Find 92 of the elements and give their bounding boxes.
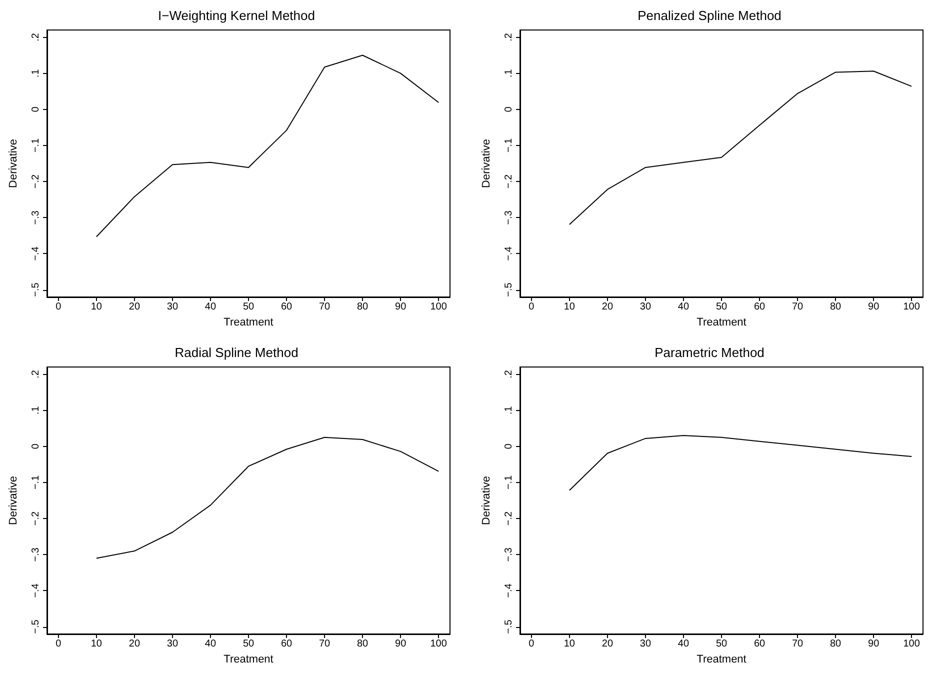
- x-tick-label: 20: [602, 302, 614, 312]
- chart-title: Penalized Spline Method: [638, 8, 782, 23]
- y-tick-label: .2: [30, 370, 42, 378]
- x-axis-title: Treatment: [696, 316, 746, 328]
- x-tick-label: 90: [395, 302, 407, 312]
- y-tick-label: −.5: [30, 619, 42, 634]
- y-tick-label: −.4: [504, 246, 514, 261]
- x-tick-label: 20: [128, 638, 140, 650]
- x-tick-label: 10: [90, 638, 102, 650]
- x-tick-label: 50: [242, 638, 254, 650]
- y-tick-label: −.4: [504, 583, 514, 598]
- y-tick-label: .1: [504, 68, 514, 78]
- y-tick-label: 0: [30, 443, 42, 450]
- x-tick-label: 90: [868, 302, 880, 312]
- x-tick-label: 0: [528, 302, 535, 312]
- y-tick-label: .2: [504, 32, 514, 42]
- y-tick-label: −.2: [504, 511, 514, 526]
- y-tick-label: .1: [30, 406, 42, 414]
- x-tick-label: 70: [792, 302, 804, 312]
- y-tick-label: .2: [504, 370, 514, 378]
- y-tick-label: −.1: [30, 474, 42, 490]
- y-tick-label: −.2: [30, 174, 42, 189]
- x-tick-label: 70: [318, 302, 331, 312]
- x-tick-label: 90: [868, 638, 880, 650]
- x-axis-title: Treatment: [224, 316, 274, 328]
- y-tick-label: −.4: [30, 246, 42, 261]
- x-tick-label: 20: [602, 638, 614, 650]
- y-tick-label: 0: [504, 106, 514, 112]
- x-tick-label: 70: [318, 638, 331, 650]
- x-tick-label: 60: [754, 638, 766, 650]
- y-axis-title: Derivative: [480, 139, 492, 188]
- y-tick-label: .1: [504, 406, 514, 414]
- x-tick-label: 60: [754, 302, 766, 312]
- y-tick-label: −.2: [504, 174, 514, 189]
- y-axis-title: Derivative: [480, 476, 492, 525]
- x-tick-label: 0: [56, 302, 62, 312]
- x-tick-label: 50: [242, 302, 254, 312]
- y-tick-label: .1: [30, 68, 42, 78]
- y-axis-title: Derivative: [8, 139, 20, 188]
- x-tick-label: 30: [166, 638, 178, 650]
- x-tick-label: 80: [356, 302, 369, 312]
- x-tick-label: 40: [204, 638, 216, 650]
- x-tick-label: 80: [830, 302, 842, 312]
- x-tick-label: 0: [56, 638, 62, 650]
- y-axis-title: Derivative: [8, 476, 20, 525]
- x-tick-label: 90: [395, 638, 407, 650]
- y-tick-label: −.1: [504, 474, 514, 490]
- y-tick-label: −.5: [504, 619, 514, 634]
- x-axis-title: Treatment: [696, 653, 746, 666]
- x-tick-label: 60: [280, 302, 293, 312]
- x-tick-label: 70: [792, 638, 804, 650]
- x-tick-label: 100: [430, 638, 448, 650]
- x-tick-label: 30: [640, 638, 652, 650]
- x-tick-label: 30: [640, 302, 652, 312]
- y-tick-label: −.3: [30, 547, 42, 562]
- y-tick-label: −.3: [504, 210, 514, 225]
- y-tick-label: 0: [504, 443, 514, 450]
- x-tick-label: 40: [678, 302, 690, 312]
- y-tick-label: −.3: [30, 210, 42, 225]
- y-tick-label: 0: [30, 106, 42, 112]
- y-tick-label: −.4: [30, 583, 42, 598]
- line-series: [568, 70, 912, 225]
- x-tick-label: 10: [90, 302, 102, 312]
- x-axis-title: Treatment: [224, 653, 274, 666]
- chart-title: I−Weighting Kernel Method: [158, 8, 315, 23]
- x-tick-label: 20: [128, 302, 140, 312]
- y-tick-label: −.5: [504, 282, 514, 297]
- x-tick-label: 40: [678, 638, 690, 650]
- x-tick-label: 0: [528, 638, 535, 650]
- x-tick-label: 40: [204, 302, 216, 312]
- y-tick-label: −.1: [504, 138, 514, 153]
- x-tick-label: 100: [903, 302, 920, 312]
- line-series: [96, 54, 440, 238]
- line-series: [96, 436, 440, 559]
- x-tick-label: 50: [716, 302, 728, 312]
- x-tick-label: 10: [564, 638, 576, 650]
- x-tick-label: 10: [564, 302, 576, 312]
- x-tick-label: 100: [903, 638, 920, 650]
- x-tick-label: 80: [830, 638, 842, 650]
- y-tick-label: −.3: [504, 547, 514, 562]
- chart-title: Parametric Method: [654, 345, 764, 360]
- line-series: [568, 435, 912, 491]
- x-tick-label: 50: [716, 638, 728, 650]
- x-tick-label: 80: [356, 638, 369, 650]
- y-tick-label: −.1: [30, 138, 42, 153]
- x-tick-label: 30: [166, 302, 178, 312]
- y-tick-label: −.5: [30, 282, 42, 297]
- y-tick-label: −.2: [30, 511, 42, 526]
- x-tick-label: 100: [430, 302, 448, 312]
- x-tick-label: 60: [280, 638, 293, 650]
- y-tick-label: .2: [30, 32, 42, 42]
- chart-title: Radial Spline Method: [174, 345, 298, 360]
